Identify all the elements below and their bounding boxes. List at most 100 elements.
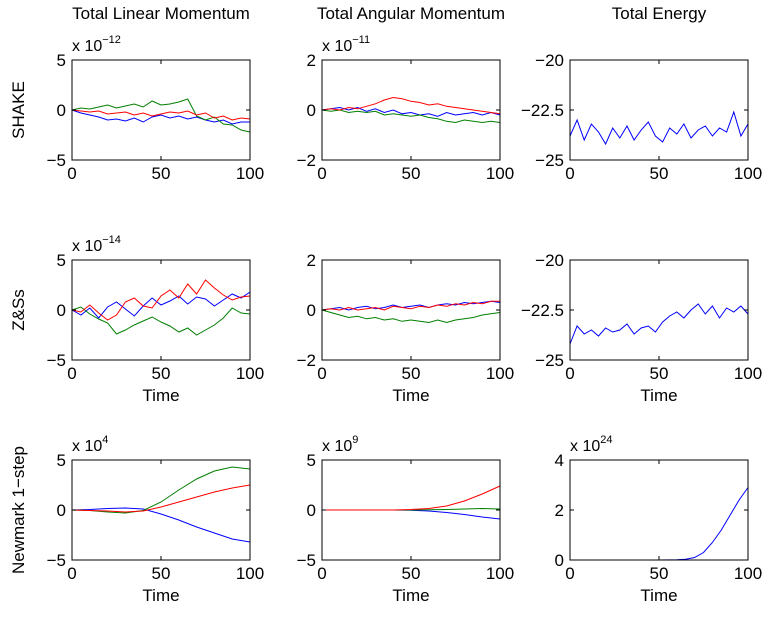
y-tick-label: −25 (535, 351, 564, 370)
series-line-0 (569, 303, 749, 345)
multiplier-base: x 10 (72, 438, 102, 455)
x-tick-label: 50 (152, 364, 171, 383)
x-tick-label: 50 (650, 364, 669, 383)
y-tick-label: −20 (535, 251, 564, 270)
series-line-1 (71, 466, 251, 514)
multiplier-exponent: 4 (102, 434, 108, 446)
x-axis-label: Time (392, 586, 429, 605)
x-tick-label: 100 (236, 364, 264, 383)
x-tick-label: 100 (486, 564, 514, 583)
series-line-2 (71, 109, 251, 121)
series-line-0 (71, 109, 250, 125)
x-axis-label: Time (392, 386, 429, 405)
axes-frame (569, 59, 749, 161)
multiplier-exponent: 9 (352, 434, 358, 446)
y-tick-label: −25 (535, 151, 564, 170)
x-tick-label: 100 (734, 364, 762, 383)
axis-multiplier: x 10−11 (322, 34, 370, 55)
series-line-1 (71, 306, 251, 336)
row-label: Z&Ss (9, 289, 28, 331)
multiplier-exponent: −11 (352, 34, 370, 46)
multiplier-exponent: −14 (102, 234, 121, 246)
x-tick-label: 50 (402, 164, 421, 183)
y-tick-label: −5 (297, 551, 316, 570)
series-line-1 (321, 309, 501, 324)
y-tick-label: −20 (535, 51, 564, 70)
x-tick-label: 0 (67, 364, 76, 383)
series-line-2 (321, 96, 501, 115)
panel-zss-energy: 0 50 100 −25 −22.5 −20 Time (521, 251, 762, 405)
y-tick-label: −22.5 (521, 301, 564, 320)
series-line-0 (569, 110, 749, 146)
multiplier-base: x 10 (322, 38, 352, 55)
y-tick-label: 0 (307, 501, 316, 520)
column-title: Total Linear Momentum (72, 4, 250, 23)
x-tick-label: 100 (236, 164, 264, 183)
x-axis-label: Time (142, 386, 179, 405)
series-line-2 (71, 484, 251, 513)
y-tick-label: −2 (297, 151, 316, 170)
multiplier-exponent: −12 (102, 34, 121, 46)
x-tick-label: 0 (565, 564, 574, 583)
x-tick-label: 50 (152, 564, 171, 583)
x-tick-label: 0 (67, 164, 76, 183)
y-tick-label: −5 (47, 551, 66, 570)
axis-multiplier: x 10−12 (72, 34, 121, 55)
x-tick-label: 100 (734, 164, 762, 183)
axis-multiplier: x 1024 (570, 434, 613, 455)
x-tick-label: 0 (317, 564, 326, 583)
row-label: SHAKE (9, 81, 28, 139)
x-tick-label: 50 (402, 564, 421, 583)
x-tick-label: 50 (402, 364, 421, 383)
x-tick-label: 0 (317, 164, 326, 183)
x-tick-label: 100 (486, 364, 514, 383)
x-tick-label: 50 (650, 564, 669, 583)
y-tick-label: 2 (307, 251, 316, 270)
x-tick-label: 0 (565, 164, 574, 183)
y-tick-label: 4 (555, 451, 564, 470)
multiplier-base: x 10 (570, 438, 600, 455)
y-tick-label: 0 (555, 551, 564, 570)
series-line-2 (321, 300, 500, 311)
series-line-0 (321, 106, 501, 117)
y-tick-label: 0 (57, 101, 66, 120)
multiplier-exponent: 24 (600, 434, 612, 446)
y-tick-label: 2 (555, 501, 564, 520)
row-label: Newmark 1−step (9, 446, 28, 574)
x-tick-label: 0 (565, 364, 574, 383)
x-tick-label: 0 (67, 564, 76, 583)
y-tick-label: 2 (307, 51, 316, 70)
axes-frame (71, 259, 251, 361)
axis-multiplier: x 10−14 (72, 234, 121, 255)
x-axis-label: Time (640, 386, 677, 405)
series-line-0 (71, 507, 251, 543)
series-line-0 (71, 291, 251, 319)
series-line-1 (71, 98, 251, 133)
x-tick-label: 100 (734, 564, 762, 583)
series-line-1 (321, 109, 501, 124)
series-line-2 (322, 485, 501, 511)
axes-frame (71, 59, 251, 161)
multiplier-base: x 10 (322, 438, 352, 455)
y-tick-label: 5 (57, 251, 66, 270)
multiplier-base: x 10 (72, 38, 102, 55)
column-title: Total Angular Momentum (317, 4, 505, 23)
x-tick-label: 100 (236, 564, 264, 583)
x-axis-label: Time (640, 586, 677, 605)
axis-multiplier: x 109 (322, 434, 358, 455)
x-tick-label: 100 (486, 164, 514, 183)
x-tick-label: 50 (152, 164, 171, 183)
panel-shake-energy: 0 50 100 −25 −22.5 −20 Total Energy (521, 4, 762, 183)
y-tick-label: 5 (57, 51, 66, 70)
column-title: Total Energy (612, 4, 707, 23)
y-tick-label: −2 (297, 351, 316, 370)
series-line-0 (570, 487, 749, 561)
y-tick-label: 5 (57, 451, 66, 470)
axes-frame (71, 459, 251, 561)
